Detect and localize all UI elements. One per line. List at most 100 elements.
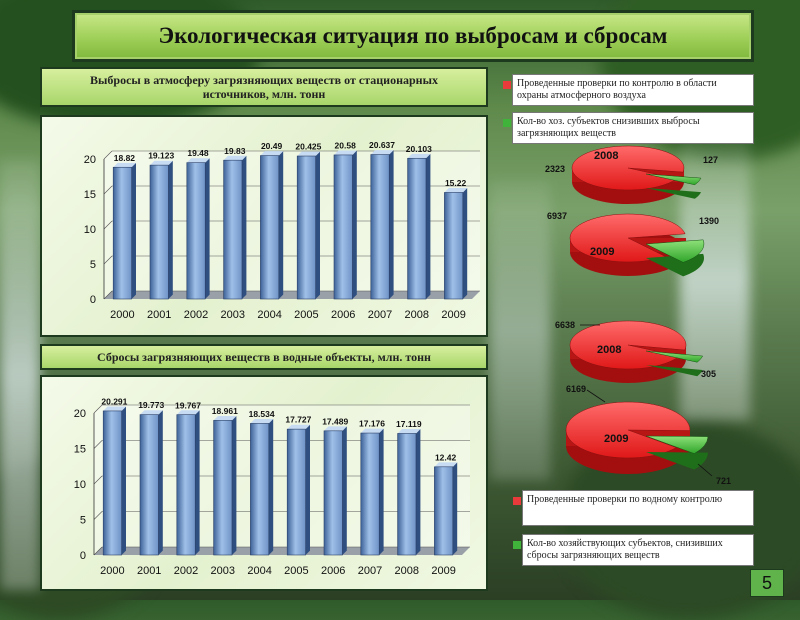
leader-line (586, 389, 606, 403)
bar-top (103, 406, 126, 411)
bar-top (397, 429, 421, 434)
pie-side-green (646, 365, 703, 377)
bar-side (379, 428, 384, 555)
bar-side (416, 429, 421, 555)
pie-slice-red (565, 401, 691, 459)
pie-value-label: 1390 (699, 216, 719, 226)
bar-side (426, 153, 431, 299)
pie-slice-green (645, 435, 709, 454)
data-label: 19.48 (187, 148, 209, 158)
bar-top (113, 162, 136, 168)
bar-top (287, 424, 310, 430)
bar-top (297, 151, 320, 157)
water-legend-green: Кол-во хозяйствующих субъектов, снизивши… (513, 534, 754, 566)
y-tick-label: 20 (74, 408, 86, 420)
water-chart-header: Сбросы загрязняющих веществ в водные объ… (40, 344, 488, 370)
water-legend-red-label: Проведенные проверки по водному контролю (527, 494, 723, 505)
pie-year-label: 2009 (604, 433, 628, 445)
bar-top (223, 155, 247, 161)
bar (296, 155, 316, 300)
air-pie-2008 (571, 145, 702, 204)
bar (213, 420, 233, 556)
data-label: 20.637 (369, 140, 395, 150)
grid-line (103, 220, 113, 230)
bar-side (389, 150, 394, 299)
x-tick-label: 2005 (284, 565, 308, 577)
legend-green-swatch (503, 119, 511, 127)
x-tick-label: 2000 (100, 565, 124, 577)
pie-year-label: 2008 (594, 150, 618, 162)
bar-side (242, 155, 247, 299)
page-title: Экологическая ситуация по выбросам и сбр… (158, 23, 668, 48)
pie-value-label: 6169 (566, 384, 586, 394)
air-legend-red-label: Проведенные проверки по контролю в облас… (517, 78, 717, 101)
bar-top (140, 410, 163, 415)
bar (223, 159, 243, 300)
bar-side (195, 410, 200, 555)
data-label: 19.773 (138, 400, 164, 410)
bar-top (444, 188, 468, 193)
x-tick-label: 2004 (257, 309, 281, 321)
bar-side (452, 462, 458, 555)
x-tick-label: 2002 (184, 309, 208, 321)
air-legend-red: Проведенные проверки по контролю в облас… (503, 74, 754, 106)
water-chart-title: Сбросы загрязняющих веществ в водные объ… (97, 350, 431, 364)
x-tick-label: 2004 (247, 565, 271, 577)
bar (186, 162, 206, 300)
page-number: 5 (750, 569, 784, 597)
bar-top (176, 410, 200, 415)
bar-side (232, 415, 237, 555)
bar (112, 166, 132, 300)
bar (102, 410, 122, 556)
bar-side (131, 162, 136, 299)
air-legend-green: Кол-во хоз. субъектов снизивших выбросы … (503, 112, 754, 144)
y-tick-label: 10 (74, 479, 86, 491)
x-tick-label: 2001 (147, 309, 171, 321)
bar-side (305, 424, 310, 555)
pie-value-label: 6638 (555, 320, 575, 330)
bar (323, 430, 343, 556)
bar-top (407, 153, 431, 159)
leader-line (697, 463, 713, 477)
data-label: 18.82 (114, 153, 136, 163)
bar (260, 155, 280, 300)
pie-value-label: 305 (701, 369, 716, 379)
water-legend-green-label: Кол-во хозяйствующих субъектов, снизивши… (527, 538, 723, 561)
bar-side (462, 188, 468, 299)
water-chart-panel: 0 5 10 15 20 20.291 2000 19.773 2001 19.767 2002 18… (40, 375, 488, 591)
data-label: 18.961 (212, 406, 238, 416)
bar-top (250, 419, 274, 424)
x-tick-label: 2006 (321, 565, 345, 577)
bar (397, 433, 417, 556)
data-label: 17.176 (359, 419, 385, 429)
x-tick-label: 2003 (221, 309, 245, 321)
water-legend-red: Проведенные проверки по водному контролю (513, 490, 754, 526)
air-legend-green-label: Кол-во хоз. субъектов снизивших выбросы … (517, 116, 700, 139)
bar-side (352, 150, 357, 299)
air-chart-title: Выбросы в атмосферу загрязняющих веществ… (90, 73, 438, 101)
pie-value-label: 127 (703, 155, 718, 165)
data-label: 20.58 (335, 141, 357, 151)
data-label: 20.103 (406, 144, 432, 154)
legend-green-swatch (513, 541, 521, 549)
pie-side-green (646, 452, 708, 470)
grid-line (93, 475, 103, 485)
y-tick-label: 10 (84, 224, 96, 236)
air-chart-panel: 0 5 10 15 20 18.82 2000 19.123 2001 19.48 2002 19.8… (40, 115, 488, 337)
bar-top (324, 426, 347, 431)
pie-value-label: 6937 (547, 211, 567, 221)
pie-year-label: 2008 (597, 344, 621, 356)
x-tick-label: 2006 (331, 309, 355, 321)
pie-year-label: 2009 (590, 246, 614, 258)
grid-line (93, 404, 103, 414)
bar (360, 432, 380, 556)
grid-line (93, 440, 103, 449)
bar-top (360, 428, 384, 434)
data-label: 20.49 (261, 141, 283, 151)
grid-line (93, 546, 103, 556)
grid-line (103, 185, 113, 195)
pie-slice-green (645, 173, 702, 186)
water-pie-2009 (565, 401, 709, 474)
x-tick-label: 2009 (441, 309, 465, 321)
data-label: 17.119 (396, 419, 422, 429)
